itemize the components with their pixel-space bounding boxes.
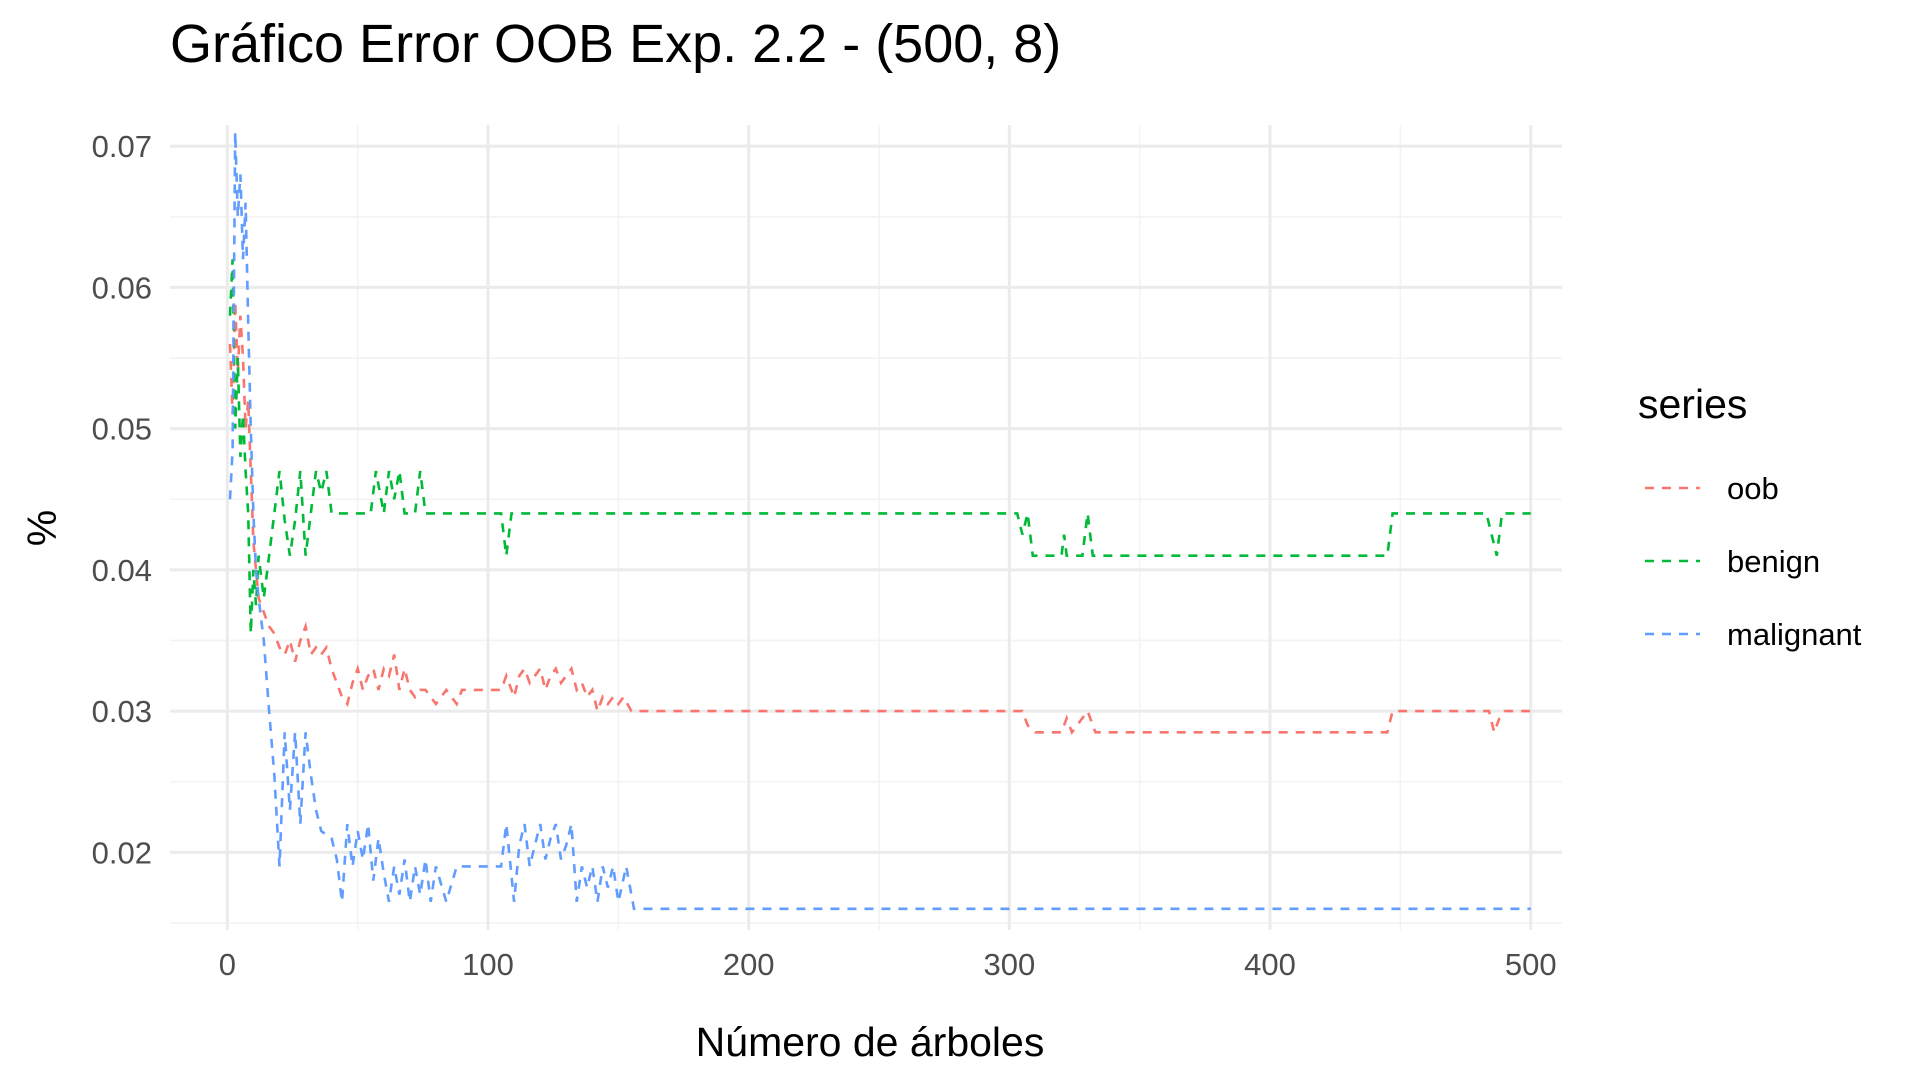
x-axis-title: Número de árboles [696,1019,1045,1065]
legend-label-oob: oob [1727,471,1779,506]
y-tick-label: 0.06 [92,270,152,305]
x-tick-label: 400 [1244,947,1296,982]
y-tick-label: 0.05 [92,412,152,447]
legend-title: series [1638,381,1747,427]
x-axis-ticks: 0 100 200 300 400 500 [219,947,1557,982]
legend-label-benign: benign [1727,544,1820,579]
x-tick-label: 500 [1505,947,1557,982]
x-tick-label: 200 [723,947,775,982]
y-tick-label: 0.02 [92,835,152,870]
x-tick-label: 100 [462,947,514,982]
legend: series oob benign malignant [1638,381,1862,652]
legend-label-malignant: malignant [1727,617,1862,652]
y-tick-label: 0.07 [92,129,152,164]
series-layer [228,132,1531,911]
x-tick-label: 0 [219,947,236,982]
series-line-benign [228,259,1531,634]
y-tick-label: 0.04 [92,553,152,588]
y-tick-label: 0.03 [92,694,152,729]
y-axis-ticks: 0.02 0.03 0.04 0.05 0.06 0.07 [92,129,152,870]
y-axis-title: % [19,510,65,546]
series-line-malignant [228,132,1531,911]
chart-title: Gráfico Error OOB Exp. 2.2 - (500, 8) [170,14,1061,74]
legend-items: oob benign malignant [1645,471,1862,652]
x-tick-label: 300 [984,947,1036,982]
